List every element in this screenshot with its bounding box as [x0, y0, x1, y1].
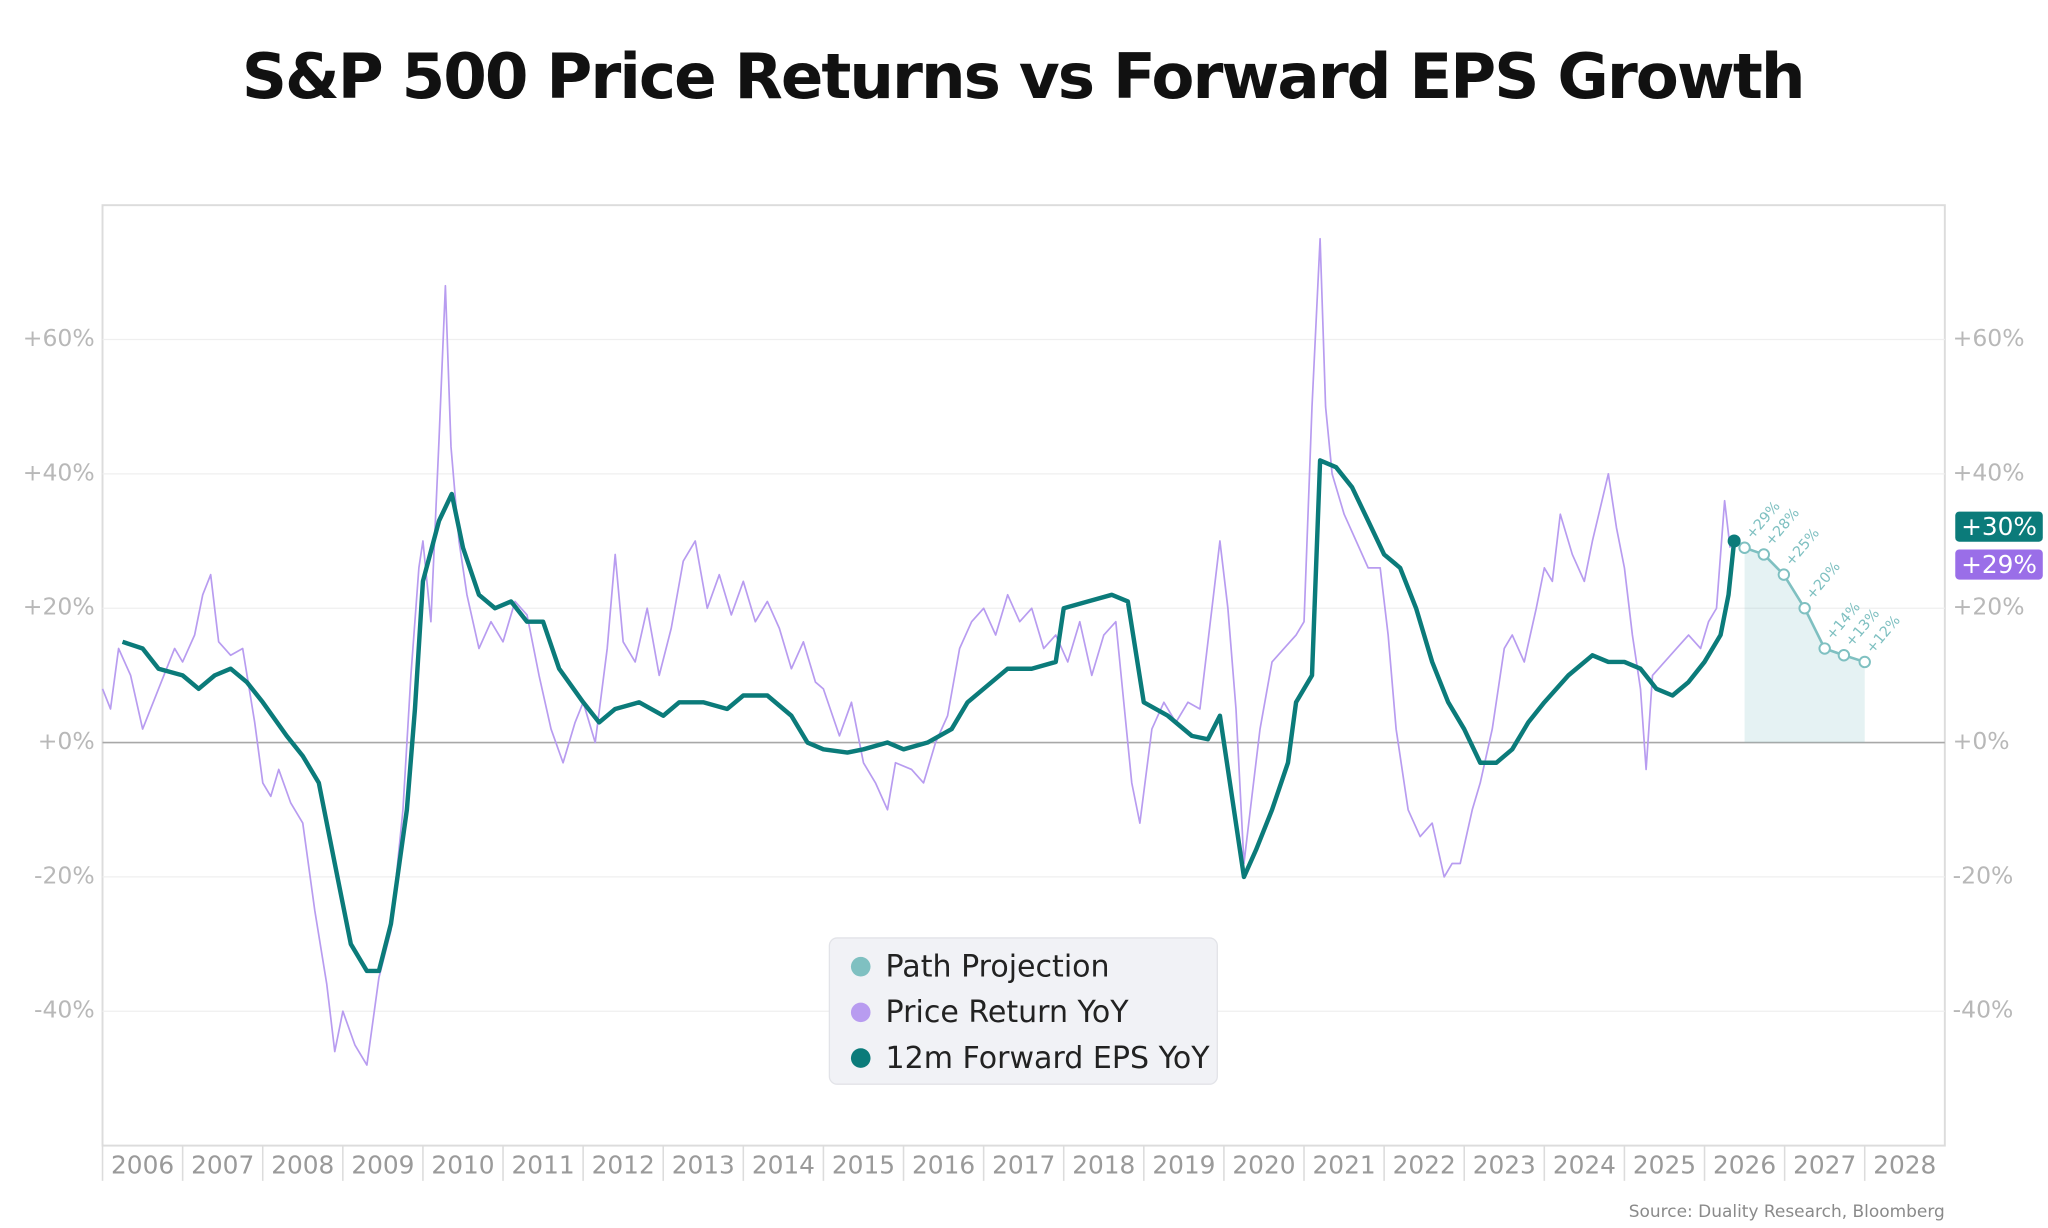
end-badge-label: +29% [1961, 550, 2037, 579]
grid: -40% -40% -20% -20% +0% +0% +20% +20% +40% +40% +6… [23, 324, 2025, 1181]
y2-tick-label: +0% [1953, 727, 2010, 755]
y-tick-label: -40% [34, 996, 95, 1024]
x-tick-label: 2027 [1793, 1150, 1856, 1179]
legend-swatch [850, 956, 871, 977]
y2-tick-label: +60% [1953, 324, 2025, 352]
legend-swatch [850, 1048, 871, 1068]
legend-label: Price Return YoY [886, 995, 1130, 1030]
x-tick-label: 2017 [992, 1150, 1055, 1179]
y-tick-label: +60% [23, 324, 95, 352]
end-badge [1955, 549, 2043, 580]
x-tick-label: 2007 [191, 1150, 254, 1179]
projection-area [1744, 547, 1865, 743]
x-tick-label: 2025 [1633, 1150, 1696, 1179]
end-badge [1955, 511, 2043, 542]
x-tick-label: 2009 [351, 1150, 414, 1179]
x-tick-label: 2026 [1713, 1150, 1776, 1179]
x-tick-label: 2010 [431, 1150, 494, 1179]
chart-title: S&P 500 Price Returns vs Forward EPS Gro… [242, 40, 1804, 113]
x-tick-label: 2012 [592, 1150, 655, 1179]
y2-tick-label: +40% [1953, 458, 2025, 486]
x-tick-label: 2019 [1152, 1150, 1215, 1179]
y2-tick-label: -20% [1953, 861, 2014, 889]
y-tick-label: +0% [38, 727, 95, 755]
projection-point [1798, 602, 1811, 615]
y2-tick-label: +20% [1953, 593, 2025, 621]
x-tick-label: 2024 [1553, 1150, 1616, 1179]
x-tick-label: 2008 [271, 1150, 334, 1179]
series-line [121, 458, 1737, 974]
x-tick-label: 2014 [752, 1150, 815, 1179]
series-line [101, 237, 1731, 1066]
x-tick-label: 2021 [1313, 1150, 1376, 1179]
x-tick-label: 2015 [832, 1150, 895, 1179]
projection-point [1837, 649, 1851, 662]
source-note: Source: Duality Research, Bloomberg [1629, 1202, 1945, 1222]
legend-swatch [850, 1002, 871, 1023]
y2-tick-label: -40% [1953, 996, 2014, 1024]
projection-point [1777, 568, 1791, 581]
plot-frame [101, 204, 1946, 1147]
x-tick-label: 2023 [1473, 1150, 1536, 1179]
x-tick-label: 2028 [1873, 1150, 1936, 1179]
end-point [1727, 534, 1741, 548]
projection-point [1858, 655, 1871, 669]
legend: Path Projection Price Return YoY 12m Forwa… [828, 937, 1218, 1085]
x-tick-label: 2020 [1232, 1150, 1295, 1179]
x-tick-label: 2022 [1393, 1150, 1456, 1179]
legend-label: Path Projection [886, 949, 1110, 984]
projection-point [1757, 548, 1770, 561]
x-tick-label: 2013 [672, 1150, 735, 1179]
y-tick-label: +20% [23, 593, 95, 621]
y-tick-label: -20% [34, 861, 95, 889]
end-badge-label: +30% [1961, 512, 2037, 541]
projection-point [1738, 541, 1751, 554]
marks: +29%+28%+25%+20%+14%+13%+12%+30%+29% [101, 237, 2043, 1066]
y-tick-label: +40% [23, 458, 95, 486]
legend-box [828, 937, 1218, 1085]
x-tick-label: 2018 [1072, 1150, 1135, 1179]
projection-point [1818, 642, 1831, 655]
x-tick-label: 2006 [111, 1150, 174, 1179]
legend-label: 12m Forward EPS YoY [886, 1041, 1211, 1076]
x-tick-label: 2016 [912, 1150, 975, 1179]
x-tick-label: 2011 [512, 1150, 575, 1179]
